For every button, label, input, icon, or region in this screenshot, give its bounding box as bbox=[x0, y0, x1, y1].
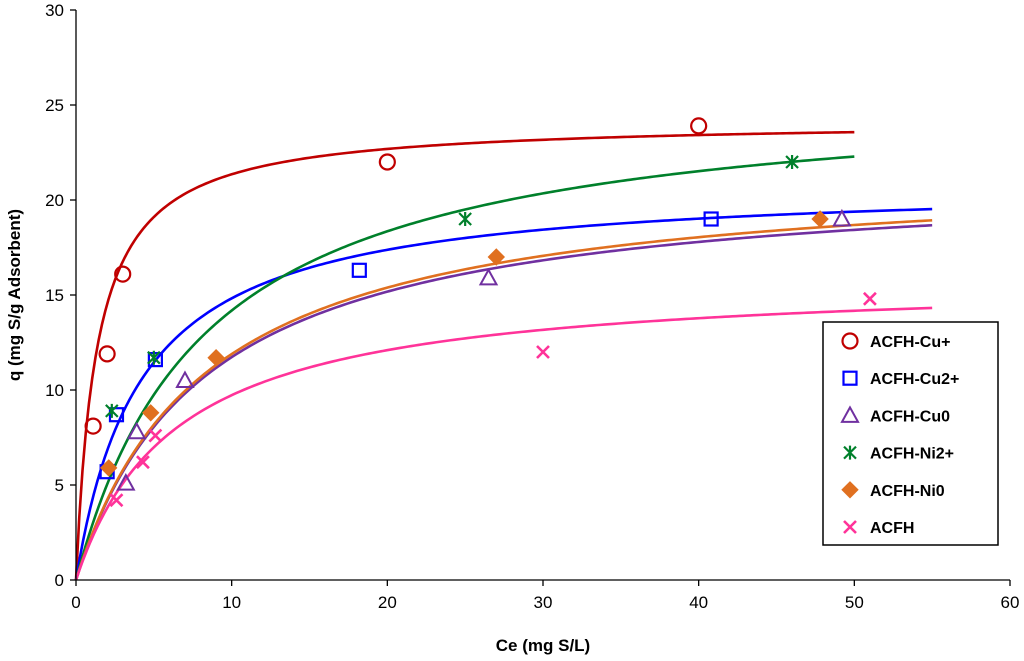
legend-marker bbox=[842, 370, 858, 386]
x-tick-label: 40 bbox=[689, 593, 708, 612]
y-tick-label: 0 bbox=[55, 571, 64, 590]
x-tick-label: 60 bbox=[1001, 593, 1020, 612]
y-tick-label: 20 bbox=[45, 191, 64, 210]
data-point-acfh-cu0 bbox=[478, 267, 499, 286]
legend-entry-label: ACFH-Cu0 bbox=[870, 408, 950, 425]
legend: ACFH-Cu+ ACFH-Cu2+ ACFH-Cu0 ACFH-Ni2+ ACFH-N… bbox=[822, 321, 999, 546]
data-point-acfh-ni2- bbox=[147, 350, 161, 365]
data-point-acfh-ni0 bbox=[487, 248, 506, 266]
data-point-acfh-cu2- bbox=[703, 211, 719, 227]
legend-marker bbox=[843, 520, 857, 534]
data-point-acfh-cu- bbox=[98, 345, 116, 363]
data-point-acfh-cu2- bbox=[351, 262, 367, 278]
legend-marker bbox=[841, 481, 859, 499]
data-point-acfh-cu- bbox=[378, 153, 396, 171]
legend-box bbox=[822, 321, 999, 546]
fit-curve-acfh-cu2- bbox=[74, 207, 933, 581]
fit-curve-acfh-cu0 bbox=[74, 223, 933, 581]
y-axis-title: q (mg S/g Adsorbent) bbox=[5, 209, 24, 381]
legend-marker bbox=[843, 445, 857, 460]
x-tick-label: 10 bbox=[222, 593, 241, 612]
legend-marker bbox=[840, 405, 860, 423]
x-tick-label: 30 bbox=[534, 593, 553, 612]
x-tick-label: 0 bbox=[71, 593, 80, 612]
fit-curve-acfh-ni0 bbox=[74, 219, 933, 581]
data-point-acfh bbox=[536, 345, 550, 359]
x-tick-label: 20 bbox=[378, 593, 397, 612]
data-point-acfh bbox=[136, 455, 150, 470]
data-point-acfh-ni2- bbox=[105, 403, 119, 418]
y-tick-label: 15 bbox=[45, 286, 64, 305]
legend-marker bbox=[841, 332, 859, 350]
data-point-acfh-ni2- bbox=[785, 155, 799, 169]
legend-entry-label: ACFH bbox=[870, 520, 914, 537]
y-tick-label: 10 bbox=[45, 381, 64, 400]
data-point-acfh-cu2- bbox=[108, 407, 125, 423]
data-point-acfh bbox=[148, 428, 163, 443]
data-point-acfh-ni2- bbox=[458, 212, 472, 226]
data-point-acfh-ni0 bbox=[207, 348, 225, 367]
plot-area bbox=[74, 117, 933, 581]
legend-entry-label: ACFH-Cu+ bbox=[870, 334, 950, 351]
fit-curve-acfh-ni2- bbox=[74, 155, 855, 581]
data-point-acfh-cu- bbox=[84, 417, 102, 435]
data-point-acfh-ni0 bbox=[142, 404, 160, 422]
legend-entry-label: ACFH-Cu2+ bbox=[870, 371, 959, 388]
data-point-acfh bbox=[109, 493, 124, 508]
data-point-acfh bbox=[862, 291, 877, 306]
data-point-acfh-ni0 bbox=[99, 459, 118, 477]
y-tick-label: 30 bbox=[45, 1, 64, 20]
x-axis-title: Ce (mg S/L) bbox=[496, 636, 590, 655]
data-point-acfh-cu0 bbox=[127, 421, 147, 440]
fit-curve-acfh bbox=[74, 306, 933, 581]
data-point-acfh-cu- bbox=[690, 117, 708, 135]
legend-entry-label: ACFH-Ni0 bbox=[870, 483, 945, 500]
data-point-acfh-cu2- bbox=[147, 352, 163, 368]
data-point-acfh-cu0 bbox=[832, 208, 852, 227]
data-point-acfh-cu0 bbox=[175, 370, 195, 388]
data-point-acfh-cu0 bbox=[116, 473, 136, 491]
data-point-acfh-ni0 bbox=[811, 210, 829, 228]
legend-entry-label: ACFH-Ni2+ bbox=[870, 446, 954, 463]
data-point-acfh-cu- bbox=[114, 265, 132, 283]
y-tick-label: 25 bbox=[45, 96, 64, 115]
axes: 0 10 20 30 40 50 60 0 5 10 15 20 25 30 bbox=[45, 1, 1019, 612]
y-tick-label: 5 bbox=[55, 476, 64, 495]
x-tick-label: 50 bbox=[845, 593, 864, 612]
fit-curve-acfh-cu- bbox=[74, 130, 855, 581]
